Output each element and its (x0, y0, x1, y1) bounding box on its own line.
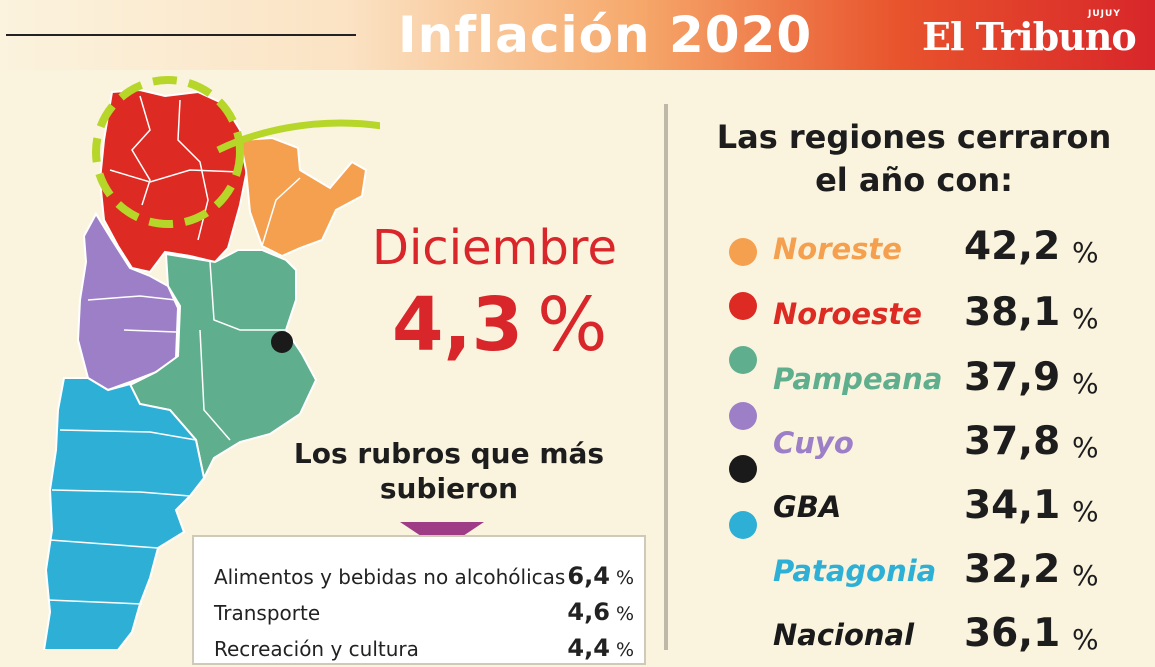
region-name: Cuyo (773, 426, 854, 460)
region-name: Pampeana (773, 362, 943, 396)
header-bar: Inflación 2020 El Tribuno JUJUY (0, 0, 1155, 70)
region-name: Noroeste (773, 297, 922, 331)
rubros-row-label: Alimentos y bebidas no alcohólicas (214, 565, 566, 589)
rubros-row-unit: % (615, 603, 634, 625)
highlight-arrow (216, 119, 380, 154)
rubros-row-number: 4,4 (567, 634, 610, 662)
rubros-row: Alimentos y bebidas no alcohólicas 6,4% (214, 562, 640, 595)
map-region-pampeana (122, 249, 318, 482)
region-value: 32,2 (964, 547, 1061, 592)
brand-logo-sub: JUJUY (1088, 9, 1121, 19)
region-unit: % (1072, 431, 1099, 464)
region-value: 42,2 (964, 224, 1061, 269)
rubros-row-value: 4,6% (567, 598, 634, 626)
region-unit: % (1072, 559, 1099, 592)
region-dot (729, 511, 757, 539)
page-title: Inflación 2020 (398, 6, 813, 64)
region-unit: % (1072, 236, 1099, 269)
map-region-gba (271, 331, 293, 353)
rubros-row-value: 6,4% (567, 562, 634, 590)
rubros-row-label: Transporte (214, 601, 321, 625)
region-dot (729, 402, 757, 430)
region-name: GBA (773, 490, 842, 524)
region-dot (729, 455, 757, 483)
region-value: 36,1 (964, 611, 1061, 656)
map-region-noreste (238, 136, 368, 258)
rubros-row-number: 6,4 (567, 562, 610, 590)
regions-title: Las regiones cerraron el año con: (716, 118, 1112, 199)
december-value: 4,3% (392, 282, 607, 368)
region-value: 37,8 (964, 419, 1061, 464)
rubros-row-unit: % (615, 639, 634, 661)
rubros-table: Alimentos y bebidas no alcohólicas 6,4% … (192, 535, 646, 665)
rubros-row: Recreación y cultura 4,4% (214, 634, 640, 667)
region-dot (729, 238, 757, 266)
map-region-patagonia (42, 377, 206, 650)
region-dot (729, 346, 757, 374)
region-unit: % (1072, 367, 1099, 400)
brand-logo: El Tribuno (922, 14, 1137, 59)
header-rule (6, 34, 356, 36)
column-divider (664, 104, 668, 650)
rubros-title: Los rubros que más subieron (293, 437, 605, 505)
region-unit: % (1072, 623, 1099, 656)
argentina-regions-map (42, 76, 380, 650)
rubros-row-unit: % (615, 567, 634, 589)
highlight-ring (92, 76, 244, 228)
rubros-row-number: 4,6 (567, 598, 610, 626)
region-value: 34,1 (964, 483, 1061, 528)
region-value: 37,9 (964, 355, 1061, 400)
region-unit: % (1072, 495, 1099, 528)
map-province-lines (47, 95, 301, 605)
december-label: Diciembre (372, 220, 617, 276)
december-number: 4,3 (392, 282, 524, 368)
map-region-noroeste (98, 88, 250, 274)
rubros-row-label: Recreación y cultura (214, 637, 419, 661)
rubros-row-value: 4,4% (567, 634, 634, 662)
region-name: Nacional (773, 618, 915, 652)
rubros-row: Transporte 4,6% (214, 598, 640, 631)
region-name: Patagonia (773, 554, 937, 588)
region-dot (729, 292, 757, 320)
region-name: Noreste (773, 232, 902, 266)
region-value: 38,1 (964, 290, 1061, 335)
december-unit: % (537, 282, 608, 368)
region-unit: % (1072, 302, 1099, 335)
map-region-cuyo (76, 212, 180, 392)
